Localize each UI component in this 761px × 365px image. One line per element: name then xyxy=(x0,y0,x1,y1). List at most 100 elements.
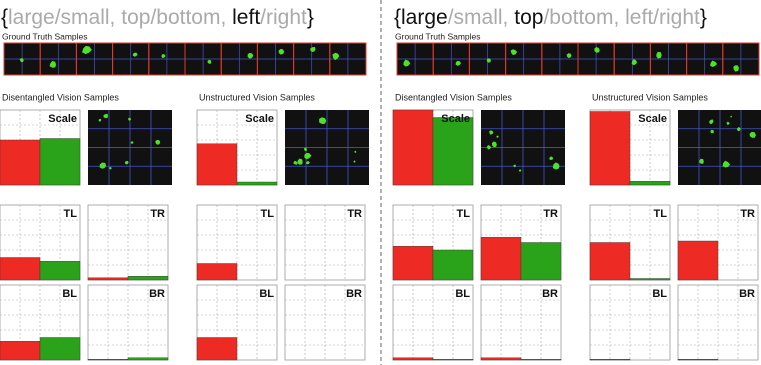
sample-shape xyxy=(510,49,518,56)
bar xyxy=(432,359,474,361)
bar xyxy=(520,359,562,361)
bar xyxy=(589,111,631,186)
bar xyxy=(39,337,81,361)
bar xyxy=(87,277,129,281)
panel: {large/small, top/bottom, left/right} Gro… xyxy=(0,6,369,361)
chart-label: BR xyxy=(346,288,362,300)
sample-shape xyxy=(709,119,714,125)
sample-shape xyxy=(278,48,285,55)
title-part: left xyxy=(232,6,260,29)
sample-shape xyxy=(733,65,739,72)
title-part: left xyxy=(625,6,653,29)
chart-label: BR xyxy=(739,288,755,300)
section-label: Disentangled Vision Samples xyxy=(395,92,512,102)
sample-shape xyxy=(293,160,298,165)
bar xyxy=(0,341,41,361)
bar xyxy=(127,276,169,281)
sample-shape xyxy=(310,47,316,52)
sample-shape xyxy=(552,162,560,170)
bar xyxy=(39,138,81,186)
sample-shape xyxy=(82,45,92,55)
sample-shape xyxy=(19,58,24,63)
title-part: } xyxy=(307,6,314,29)
bar xyxy=(677,359,719,361)
title-part: /bottom, xyxy=(543,6,625,29)
title-part: /right xyxy=(653,6,700,29)
strip-cell xyxy=(329,42,367,76)
sample-shape xyxy=(103,113,108,119)
bar xyxy=(392,109,434,186)
sample-shape xyxy=(319,117,327,124)
panel: {large/small, top/bottom, left/right} Gro… xyxy=(392,6,761,361)
sample-shape xyxy=(710,60,718,67)
title-part: large xyxy=(401,6,448,29)
panel-title: {large/small, top/bottom, left/right} xyxy=(1,6,314,29)
chart-label: BL xyxy=(652,288,667,300)
sample-shape xyxy=(207,59,212,64)
sample-shape xyxy=(656,51,662,59)
chart-label: TR xyxy=(150,208,165,220)
chart-label: TR xyxy=(543,208,558,220)
bar xyxy=(589,359,631,361)
sample-shape xyxy=(513,164,517,168)
title-part: large xyxy=(8,6,55,29)
sample-shape xyxy=(109,166,112,170)
sample-shape xyxy=(631,59,637,66)
sample-shape xyxy=(297,158,303,165)
bar xyxy=(677,240,719,281)
sample-shape xyxy=(353,160,356,163)
chart-label: Scale xyxy=(48,113,77,125)
section-label: Disentangled Vision Samples xyxy=(2,92,119,102)
bar xyxy=(0,257,41,281)
sample-shape xyxy=(247,52,254,59)
chart-label: BL xyxy=(455,288,470,300)
sample-shape xyxy=(98,118,102,122)
sample-shape xyxy=(566,53,572,59)
sample-shape xyxy=(161,53,166,59)
title-part: { xyxy=(394,6,401,29)
sample-shape xyxy=(730,115,732,118)
chart-label: TL xyxy=(261,208,275,220)
chart-label: TR xyxy=(347,208,362,220)
sample-shape xyxy=(726,121,730,125)
strip-cell xyxy=(722,42,760,76)
ground-truth-label: Ground Truth Samples xyxy=(2,31,88,41)
title-part: top xyxy=(514,6,543,29)
sample-shape xyxy=(549,156,554,160)
sample-shape xyxy=(518,169,522,172)
title-part: { xyxy=(1,6,8,29)
bar xyxy=(127,357,169,361)
bar xyxy=(480,357,522,361)
chart-label: BR xyxy=(149,288,165,300)
chart-label: BR xyxy=(542,288,558,300)
sample-shape xyxy=(594,47,600,53)
bar xyxy=(432,117,474,186)
title-part: } xyxy=(700,6,707,29)
chart-label: BL xyxy=(62,288,77,300)
sample-shape xyxy=(304,152,312,160)
sample-shape xyxy=(489,130,494,135)
title-part: top xyxy=(121,6,150,29)
sample-shape xyxy=(332,52,340,61)
sample-shape xyxy=(306,161,310,165)
sample-shape xyxy=(99,162,106,169)
chart-label: Scale xyxy=(638,113,667,125)
bar xyxy=(0,139,41,186)
panel-title: {large/small, top/bottom, left/right} xyxy=(394,6,707,29)
section-label: Unstructured Vision Samples xyxy=(199,92,315,102)
bar xyxy=(236,181,278,186)
sample-shape xyxy=(486,58,491,63)
sample-shape xyxy=(155,139,161,145)
title-part: /small, xyxy=(55,6,122,29)
sample-shape xyxy=(699,158,704,164)
sample-shape xyxy=(354,150,357,153)
title-part: /small, xyxy=(448,6,515,29)
chart-label: TL xyxy=(457,208,471,220)
chart-label: Scale xyxy=(441,113,470,125)
bar xyxy=(392,357,434,361)
sample-shape xyxy=(455,60,461,66)
sample-shape xyxy=(491,141,497,148)
sample-shape xyxy=(125,160,129,165)
bar xyxy=(87,359,129,361)
